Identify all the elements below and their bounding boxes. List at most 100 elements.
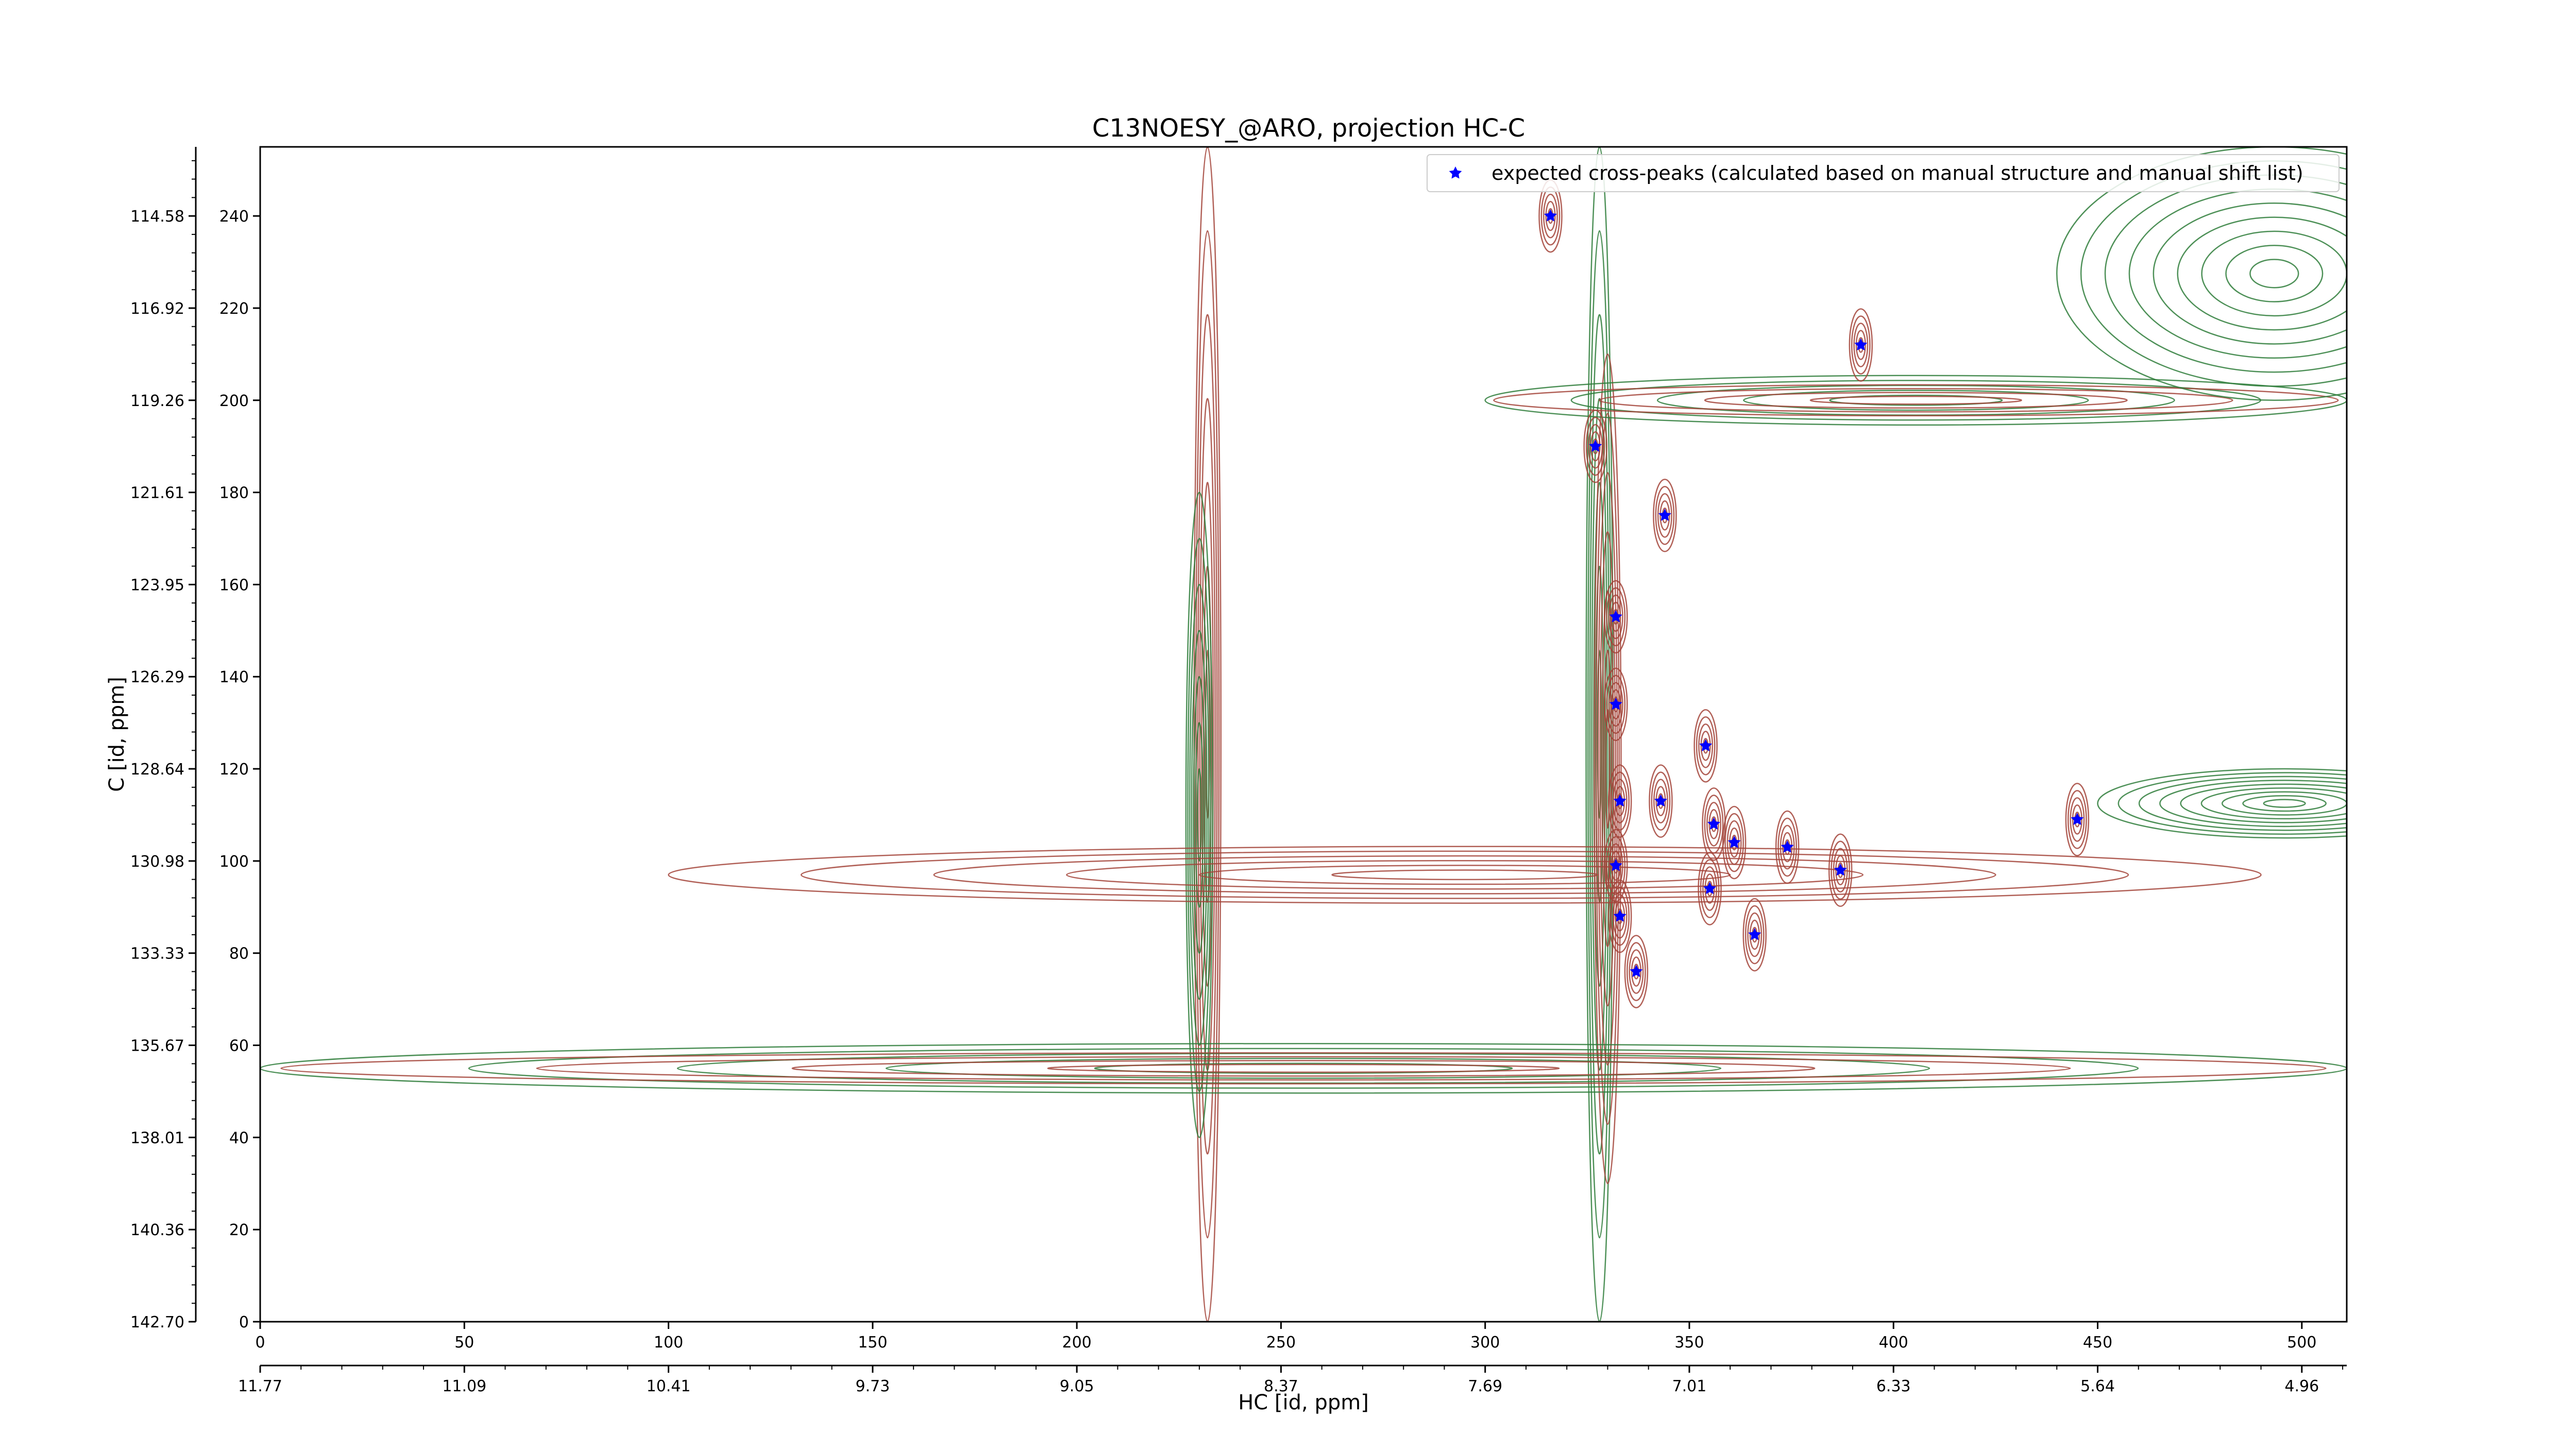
contour-region [2263,799,2306,808]
contour-peak [1608,843,1623,888]
contour-peak [1708,809,1719,839]
contour-horizontal-band [1809,396,2022,405]
contour-vertical-ridge [1605,709,1611,829]
y-ppm-tick-label: 119.26 [130,392,184,410]
contour-vertical-ridge [1191,630,1208,1000]
contour-horizontal-band [791,1059,1816,1077]
contour-peak [1606,587,1626,647]
x-index-axis: 0 50 100 150 200 250 300 350 400 450 500 [255,1322,2316,1352]
contour-region [2177,216,2347,331]
contour-peak [1655,786,1666,816]
y-index-tick-label: 140 [219,668,249,686]
contour-horizontal-band [1331,869,1598,881]
x-ppm-tick-label: 11.77 [238,1377,282,1395]
contour-peak [1649,764,1673,838]
y-index-tick-label: 160 [219,576,249,594]
contour-peak [1607,879,1632,953]
contour-peak [1608,682,1623,727]
contour-peak [1828,833,1853,907]
y-ppm-tick-label: 116.92 [130,300,184,318]
contour-peak [1611,601,1621,632]
cross-peak-marker [1707,817,1720,830]
contour-peak [1835,855,1846,886]
cross-peak-marker [1781,840,1794,853]
contour-vertical-ridge [1193,676,1206,954]
x-index-tick-label: 100 [654,1334,683,1352]
contour-peak [1853,323,1869,367]
contour-peak [1749,919,1760,950]
contour-peak [1777,817,1798,877]
contour-peak [1631,956,1641,987]
contour-peak [1657,493,1672,538]
x-ppm-tick-label: 10.41 [647,1377,691,1395]
legend-marker [1449,166,1462,179]
y-index-axis: 0 20 40 60 80 100 120 140 160 180 200 220 240 [219,208,260,1332]
contour-peak [1706,802,1721,847]
x-index-tick-label: 200 [1062,1334,1091,1352]
contour-horizontal-band [885,1057,1722,1079]
contour-horizontal-band [933,855,1996,895]
x-index-tick-label: 400 [1879,1334,1908,1352]
contour-horizontal-band [1599,388,2233,413]
contour-region [2159,780,2347,828]
contour-peak [2065,783,2090,856]
contour-vertical-ridge [1196,768,1202,862]
contour-peak [1700,859,1720,918]
cross-peak-marker [1544,209,1557,222]
x-ppm-tick-label: 7.69 [1468,1377,1502,1395]
contour-peak [1608,594,1623,639]
contour-peak [1606,836,1626,896]
y-index-tick-label: 220 [219,300,249,318]
contour-peak [1607,764,1632,838]
contour-peak [1604,667,1628,742]
contour-peak [1726,820,1742,865]
x-index-tick-label: 500 [2287,1334,2316,1352]
contour-peak [1545,200,1556,231]
contour-region [2242,795,2327,812]
x-index-tick-label: 250 [1266,1334,1296,1352]
contour-peak [1659,500,1670,531]
x-ppm-tick-label: 5.64 [2080,1377,2115,1395]
y-axis-label: C [id, ppm] [105,677,129,792]
contour-peak [1742,898,1767,972]
contour-peak [1747,912,1762,957]
y-index-tick-label: 40 [229,1129,249,1147]
contour-peak [1610,771,1630,831]
contour-region [2056,147,2347,401]
contour-horizontal-band [1047,1064,1560,1073]
contour-peak [1588,424,1603,469]
x-axis-label: HC [id, ppm] [1238,1391,1369,1414]
contour-peak [1590,431,1601,462]
y-index-tick-label: 0 [239,1313,249,1332]
contour-vertical-ridge [1603,649,1613,888]
contour-vertical-ridge [1185,492,1214,1138]
contour-peak [1604,580,1628,654]
contour-vertical-ridge [1187,537,1212,1092]
contour-peak [1780,824,1795,870]
contour-vertical-ridge [1594,353,1622,1185]
y-ppm-tick-label: 123.95 [130,576,184,594]
contour-peak [1775,810,1800,884]
contour-peak [1698,723,1714,768]
contour-peak [1653,779,1668,823]
y-ppm-tick-label: 138.01 [130,1129,184,1147]
contour-peak [2067,790,2087,849]
contour-horizontal-band [1704,392,2128,409]
cross-peak-marker [1609,858,1622,871]
y-ppm-tick-label: 133.33 [130,945,184,963]
cross-peak-marker [1609,610,1622,622]
y-ppm-tick-label: 130.98 [130,853,184,871]
contour-horizontal-band [1094,1063,1513,1074]
y-ppm-tick-label: 114.58 [130,208,184,226]
y-index-tick-label: 80 [229,945,249,963]
contour-peak [1729,827,1740,858]
x-index-tick-label: 0 [255,1334,265,1352]
contour-region [2249,259,2299,289]
contour-peak [1610,886,1630,946]
contour-horizontal-band [536,1056,2071,1081]
cross-peak-marker [1854,338,1868,351]
x-ppm-tick-label: 11.09 [442,1377,486,1395]
x-index-tick-label: 150 [858,1334,887,1352]
contour-peak [1612,894,1628,939]
